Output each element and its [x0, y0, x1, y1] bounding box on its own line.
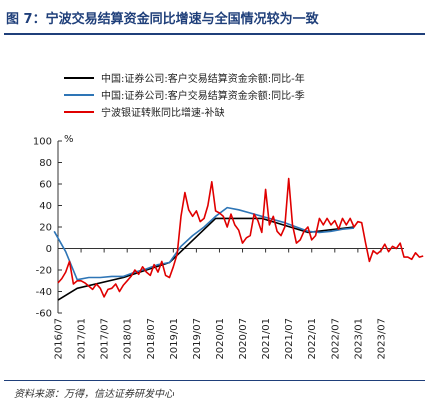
- y-tick-label: 100: [33, 137, 52, 148]
- x-tick-label: 2022/07: [330, 318, 341, 360]
- x-tick-label: 2023/07: [376, 318, 387, 360]
- y-tick-label: 80: [39, 158, 52, 169]
- x-tick-label: 2021/01: [261, 318, 272, 360]
- y-tick-label: -20: [36, 266, 52, 277]
- x-ticks: 2016/07 2017/01 2017/07 2018/01 2018/07 2019/…: [54, 248, 387, 360]
- x-tick-label: 2018/07: [146, 318, 157, 360]
- y-tick-label: 40: [39, 201, 52, 212]
- series-lines: [53, 177, 424, 301]
- x-tick-label: 2016/07: [54, 318, 65, 360]
- legend-label: 中国:证券公司:客户交易结算资金余额:同比-季: [101, 89, 305, 102]
- y-axis-unit-label: %: [64, 134, 74, 145]
- chart-legend: 中国:证券公司:客户交易结算资金余额:同比-年中国:证券公司:客户交易结算资金余…: [64, 72, 305, 119]
- x-tick-label: 2017/07: [100, 318, 111, 360]
- x-tick-label: 2023/01: [353, 318, 364, 360]
- series-line: [57, 177, 424, 298]
- y-tick-label: 20: [39, 223, 52, 234]
- title-divider: [4, 33, 425, 35]
- legend-label: 宁波银证转账同比增速-补缺: [101, 106, 225, 119]
- y-ticks: -60 -40 -20 0 20 40 60 80 100: [33, 137, 62, 320]
- series-line: [57, 217, 355, 301]
- y-tick-label: -60: [36, 309, 52, 320]
- x-tick-label: 2018/01: [123, 318, 134, 360]
- x-tick-label: 2022/01: [307, 318, 318, 360]
- legend-label: 中国:证券公司:客户交易结算资金余额:同比-年: [101, 72, 305, 85]
- footer-divider: [4, 380, 425, 381]
- x-tick-label: 2021/07: [284, 318, 295, 360]
- source-note: 资料来源：万得，信达证券研发中心: [14, 389, 174, 400]
- x-tick-label: 2020/07: [238, 318, 249, 360]
- x-tick-label: 2020/01: [215, 318, 226, 360]
- y-tick-label: 60: [39, 180, 52, 191]
- x-tick-label: 2019/07: [192, 318, 203, 360]
- y-tick-label: -40: [36, 287, 52, 298]
- figure-title: 图 7：宁波交易结算资金同比增速与全国情况较为一致: [6, 12, 319, 27]
- series-line: [53, 206, 355, 281]
- x-tick-label: 2017/01: [77, 318, 88, 360]
- x-tick-label: 2019/01: [169, 318, 180, 360]
- y-tick-label: 0: [46, 244, 52, 255]
